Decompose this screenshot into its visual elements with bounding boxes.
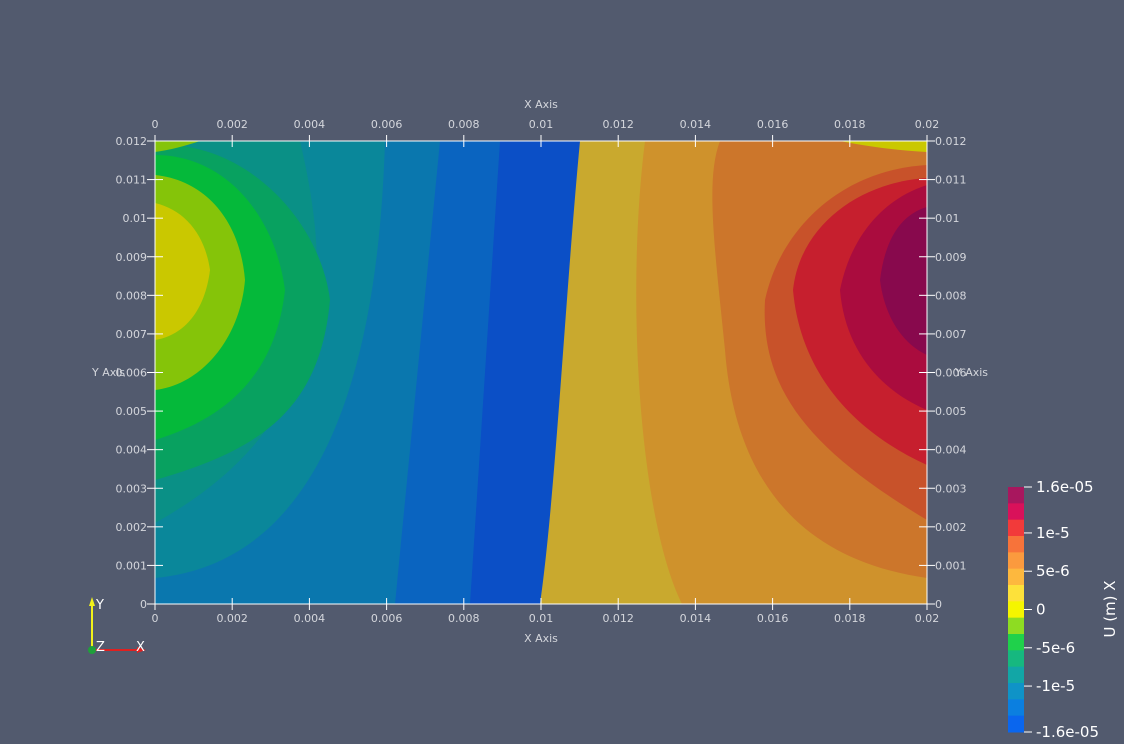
orientation-x-label: X xyxy=(136,640,145,655)
x-tick-label-top: 0.014 xyxy=(680,118,712,131)
colorbar-segment xyxy=(1008,666,1024,684)
colorbar-segment xyxy=(1008,568,1024,586)
x-tick-label-bottom: 0.02 xyxy=(915,612,940,625)
contour-band-9 xyxy=(155,203,210,340)
y-tick-label-right: 0.012 xyxy=(935,135,967,148)
colorbar-segment xyxy=(1008,552,1024,570)
colorbar-label: 1.6e-05 xyxy=(1036,478,1094,496)
x-tick-label-top: 0.008 xyxy=(448,118,480,131)
y-tick-label-right: 0.004 xyxy=(935,444,967,457)
y-tick-label-right: 0.01 xyxy=(935,212,960,225)
colorbar-label: 5e-6 xyxy=(1036,562,1070,580)
y-tick-label-right: 0.009 xyxy=(935,251,967,264)
x-tick-label-bottom: 0.002 xyxy=(216,612,248,625)
y-tick-label-left: 0.008 xyxy=(116,289,148,302)
colorbar-segment xyxy=(1008,503,1024,521)
contour-band-16 xyxy=(880,207,927,355)
z-axis-icon xyxy=(88,646,96,654)
y-tick-label-right: 0.002 xyxy=(935,521,967,534)
x-tick-label-bottom: 0.016 xyxy=(757,612,789,625)
colorbar-segment xyxy=(1008,487,1024,504)
y-tick-label-right: 0.001 xyxy=(935,559,967,572)
y-tick-label-left: 0.009 xyxy=(116,251,148,264)
x-tick-label-top: 0.016 xyxy=(757,118,789,131)
colorbar-segment xyxy=(1008,617,1024,635)
y-tick-label-left: 0.006 xyxy=(116,367,148,380)
x-tick-label-bottom: 0.012 xyxy=(602,612,634,625)
y-tick-label-right: 0.003 xyxy=(935,482,967,495)
x-axis-title-top: X Axis xyxy=(524,98,558,111)
y-tick-label-right: 0.005 xyxy=(935,405,967,418)
colorbar-segment xyxy=(1008,634,1024,651)
x-tick-label-bottom: 0.014 xyxy=(680,612,712,625)
y-tick-label-left: 0.004 xyxy=(116,444,148,457)
axis-titles: X Axis X Axis Y Axis Y Axis xyxy=(91,98,988,645)
colorbar-segment xyxy=(1008,585,1024,602)
cube-axes: 000.0020.0020.0040.0040.0060.0060.0080.0… xyxy=(116,118,967,625)
orientation-y-label: Y xyxy=(95,598,104,613)
x-tick-label-bottom: 0.01 xyxy=(529,612,554,625)
contour-field xyxy=(154,140,928,605)
colorbar-title: U (m) X xyxy=(1101,580,1119,637)
colorbar-segment xyxy=(1008,715,1024,733)
colorbar-segment xyxy=(1008,650,1024,668)
x-tick-label-top: 0.01 xyxy=(529,118,554,131)
colorbar-label: -1e-5 xyxy=(1036,677,1075,695)
y-tick-label-left: 0.003 xyxy=(116,482,148,495)
y-tick-label-left: 0.011 xyxy=(116,174,148,187)
y-tick-label-right: 0 xyxy=(935,598,942,611)
y-tick-label-left: 0.002 xyxy=(116,521,148,534)
colorbar-segment xyxy=(1008,683,1024,700)
contour-band-top-strip xyxy=(155,141,200,152)
x-tick-label-bottom: 0.018 xyxy=(834,612,866,625)
colorbar-label: -1.6e-05 xyxy=(1036,723,1099,741)
x-tick-label-bottom: 0.006 xyxy=(371,612,403,625)
y-tick-label-left: 0 xyxy=(140,598,147,611)
y-tick-label-left: 0.007 xyxy=(116,328,148,341)
x-tick-label-top: 0.004 xyxy=(294,118,326,131)
orientation-axes-widget: Y Z X xyxy=(88,597,146,655)
y-tick-label-right: 0.011 xyxy=(935,174,967,187)
x-tick-label-bottom: 0.004 xyxy=(294,612,326,625)
colorbar-segment xyxy=(1008,519,1024,537)
x-tick-label-top: 0.002 xyxy=(216,118,248,131)
x-axis-title-bottom: X Axis xyxy=(524,632,558,645)
x-tick-label-bottom: 0 xyxy=(152,612,159,625)
x-tick-label-top: 0.012 xyxy=(602,118,634,131)
contour-band-top-right-strip xyxy=(840,141,927,152)
colorbar-label: 1e-5 xyxy=(1036,524,1070,542)
y-tick-label-left: 0.005 xyxy=(116,405,148,418)
colorbar-segment xyxy=(1008,699,1024,717)
x-tick-label-bottom: 0.008 xyxy=(448,612,480,625)
colorbar-label: -5e-6 xyxy=(1036,639,1075,657)
colorbar-segment xyxy=(1008,536,1024,553)
colorbar-segment xyxy=(1008,601,1024,619)
orientation-z-label: Z xyxy=(96,640,105,655)
x-tick-label-top: 0 xyxy=(152,118,159,131)
y-tick-label-left: 0.012 xyxy=(116,135,148,148)
y-tick-label-right: 0.006 xyxy=(935,367,967,380)
color-legend: 1.6e-05 1e-5 5e-6 0 -5e-6 -1e-5 -1.6e-05 xyxy=(1008,478,1099,741)
colorbar-label: 0 xyxy=(1036,601,1046,619)
x-tick-label-top: 0.02 xyxy=(915,118,940,131)
y-axis-title-right: Y Axis xyxy=(954,366,988,379)
y-tick-label-right: 0.008 xyxy=(935,289,967,302)
y-tick-label-left: 0.01 xyxy=(123,212,148,225)
y-tick-label-left: 0.001 xyxy=(116,559,148,572)
y-axis-title-left: Y Axis xyxy=(91,366,125,379)
y-tick-label-right: 0.007 xyxy=(935,328,967,341)
x-tick-label-top: 0.018 xyxy=(834,118,866,131)
x-tick-label-top: 0.006 xyxy=(371,118,403,131)
